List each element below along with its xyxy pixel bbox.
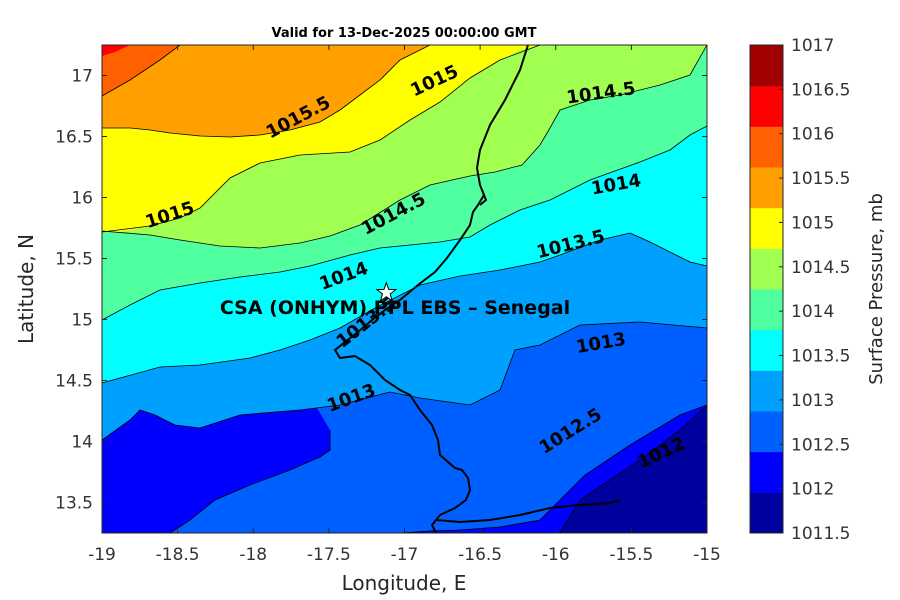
y-axis-label: Latitude, N xyxy=(14,234,38,344)
x-tick-label: -18.5 xyxy=(156,545,200,565)
colorbar-segment xyxy=(750,370,783,412)
colorbar-tick-label: 1016.5 xyxy=(791,80,850,100)
band-1015-5 xyxy=(102,45,430,137)
colorbar-tick-label: 1013.5 xyxy=(791,347,850,367)
x-tick-label: -17 xyxy=(391,545,419,565)
colorbar-segment xyxy=(750,85,783,127)
coastline xyxy=(333,45,621,533)
site-label: CSA (ONHYM) PPL EBS – Senegal xyxy=(220,297,570,319)
colorbar: 1011.5 1012 1012.5 1013 1013.5 1014 1014.5 1015… xyxy=(749,36,850,544)
colorbar-segment xyxy=(750,248,783,290)
contour-lines xyxy=(102,45,707,533)
y-tick-label: 16 xyxy=(71,189,93,209)
chart-title: Valid for 13-Dec-2025 00:00:00 GMT xyxy=(272,26,537,41)
band-1016 xyxy=(102,45,180,96)
x-tick-label: -15.5 xyxy=(609,545,653,565)
colorbar-segment xyxy=(750,45,783,87)
y-tick-label: 16.5 xyxy=(55,128,93,148)
y-tick-label: 14.5 xyxy=(55,372,93,392)
y-tick-label: 15 xyxy=(71,311,93,331)
site-marker: CSA (ONHYM) PPL EBS – Senegal xyxy=(220,281,570,319)
colorbar-tick-label: 1017 xyxy=(791,36,834,56)
x-axis-ticks: -19 -18.5 -18 -17.5 -17 -16.5 -16 -15.5 -15 xyxy=(88,45,721,565)
band-1011-5 xyxy=(560,405,707,533)
colorbar-tick-label: 1013 xyxy=(791,391,834,411)
y-axis-ticks: 13.5 14 14.5 15 15.5 16 16.5 17 xyxy=(55,67,707,514)
x-tick-label: -19 xyxy=(88,545,116,565)
colorbar-segment xyxy=(750,289,783,331)
x-axis-label: Longitude, E xyxy=(342,571,467,595)
colorbar-tick-label: 1014.5 xyxy=(791,258,850,278)
colorbar-label: Surface Pressure, mb xyxy=(866,193,887,385)
colorbar-tick-label: 1016 xyxy=(791,125,834,145)
colorbar-tick-label: 1014 xyxy=(791,302,834,322)
colorbar-tick-label: 1015.5 xyxy=(791,169,850,189)
colorbar-tick-label: 1012.5 xyxy=(791,435,850,455)
x-tick-label: -15 xyxy=(693,545,721,565)
y-tick-label: 13.5 xyxy=(55,494,93,514)
x-tick-label: -17.5 xyxy=(307,545,351,565)
colorbar-frame xyxy=(749,44,784,534)
star-marker xyxy=(375,281,398,303)
colorbar-tick-label: 1015 xyxy=(791,213,834,233)
y-tick-label: 17 xyxy=(71,67,93,87)
colorbar-segment xyxy=(750,492,783,534)
x-tick-label: -16.5 xyxy=(458,545,502,565)
colorbar-tick-label: 1011.5 xyxy=(791,524,850,544)
x-tick-label: -18 xyxy=(239,545,267,565)
band-1016-5 xyxy=(102,45,130,56)
colorbar-segment xyxy=(750,451,783,493)
y-tick-label: 14 xyxy=(71,433,93,453)
colorbar-segment xyxy=(750,411,783,453)
y-tick-label: 15.5 xyxy=(55,250,93,270)
colorbar-segment xyxy=(750,207,783,249)
colorbar-tick-label: 1012 xyxy=(791,480,834,500)
colorbar-segment xyxy=(750,167,783,209)
colorbar-segment xyxy=(750,329,783,371)
x-tick-label: -16 xyxy=(542,545,570,565)
colorbar-segment xyxy=(750,126,783,168)
